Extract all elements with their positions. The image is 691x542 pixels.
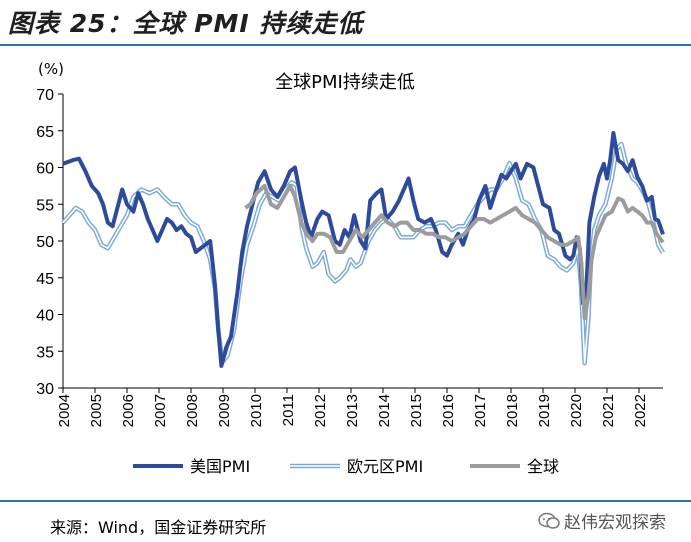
series-path	[244, 183, 665, 321]
y-tick-label: 55	[36, 197, 54, 214]
legend-item-1: 欧元区PMI	[290, 457, 423, 476]
x-tick-label: 2017	[472, 394, 489, 427]
x-tick-label: 2007	[152, 394, 169, 427]
legend-item-0: 美国PMI	[133, 457, 250, 476]
y-tick-label: 30	[36, 381, 54, 398]
top-divider	[0, 44, 691, 46]
x-tick-label: 2021	[600, 394, 617, 427]
x-tick-label: 2015	[408, 394, 425, 427]
y-axis-unit-label: (%)	[38, 60, 64, 78]
legend-label: 美国PMI	[190, 457, 250, 476]
figure-title: 图表 25：全球 PMI 持续走低	[8, 9, 364, 38]
watermark-text: 赵伟宏观探索	[564, 513, 666, 533]
series-lines	[61, 131, 665, 368]
y-tick-label: 65	[36, 124, 54, 141]
legend-label: 欧元区PMI	[347, 457, 423, 476]
series-path	[62, 131, 665, 368]
x-tick-label: 2012	[312, 394, 329, 427]
legend: 美国PMI 欧元区PMI 全球	[133, 457, 559, 476]
y-tick-label: 45	[36, 271, 54, 288]
y-tick-label: 60	[36, 161, 54, 178]
x-tick-label: 2019	[536, 394, 553, 427]
watermark: 赵伟宏观探索	[538, 508, 666, 533]
y-tick-label: 35	[36, 344, 54, 361]
pmi-line-chart: 全球PMI持续走低 (%) 30 35 40 45 50 55 60 65 70 2004 2005…	[36, 60, 665, 476]
x-tick-label: 2005	[88, 394, 105, 427]
source-note: 来源：Wind，国金证券研究所	[50, 518, 267, 537]
x-tick-label: 2014	[376, 394, 393, 427]
y-tick-label: 70	[36, 87, 54, 104]
x-tick-label: 2022	[632, 394, 649, 427]
series-line-2	[244, 183, 665, 321]
x-tick-label: 2004	[56, 394, 73, 427]
chart-title: 全球PMI持续走低	[275, 72, 415, 93]
bottom-divider	[0, 500, 691, 502]
series-line-0	[62, 131, 665, 368]
axes: 30 35 40 45 50 55 60 65 70 2004 2005 2006 2007 2008 20…	[36, 87, 663, 427]
x-tick-label: 2008	[184, 394, 201, 427]
legend-label: 全球	[527, 457, 559, 476]
y-tick-label: 50	[36, 234, 54, 251]
x-tick-label: 2016	[440, 394, 457, 427]
legend-item-2: 全球	[470, 457, 559, 476]
wechat-icon	[538, 512, 560, 529]
x-tick-label: 2013	[344, 394, 361, 427]
y-tick-label: 40	[36, 308, 54, 325]
x-tick-label: 2009	[216, 394, 233, 427]
x-tick-label: 2006	[120, 394, 137, 427]
x-tick-label: 2011	[280, 394, 297, 426]
x-tick-label: 2010	[248, 394, 265, 427]
x-tick-label: 2018	[504, 394, 521, 427]
x-tick-label: 2020	[568, 394, 585, 427]
